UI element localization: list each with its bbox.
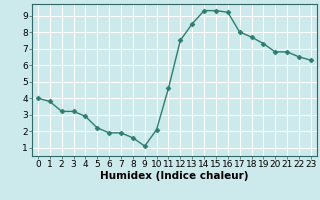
X-axis label: Humidex (Indice chaleur): Humidex (Indice chaleur) bbox=[100, 171, 249, 181]
